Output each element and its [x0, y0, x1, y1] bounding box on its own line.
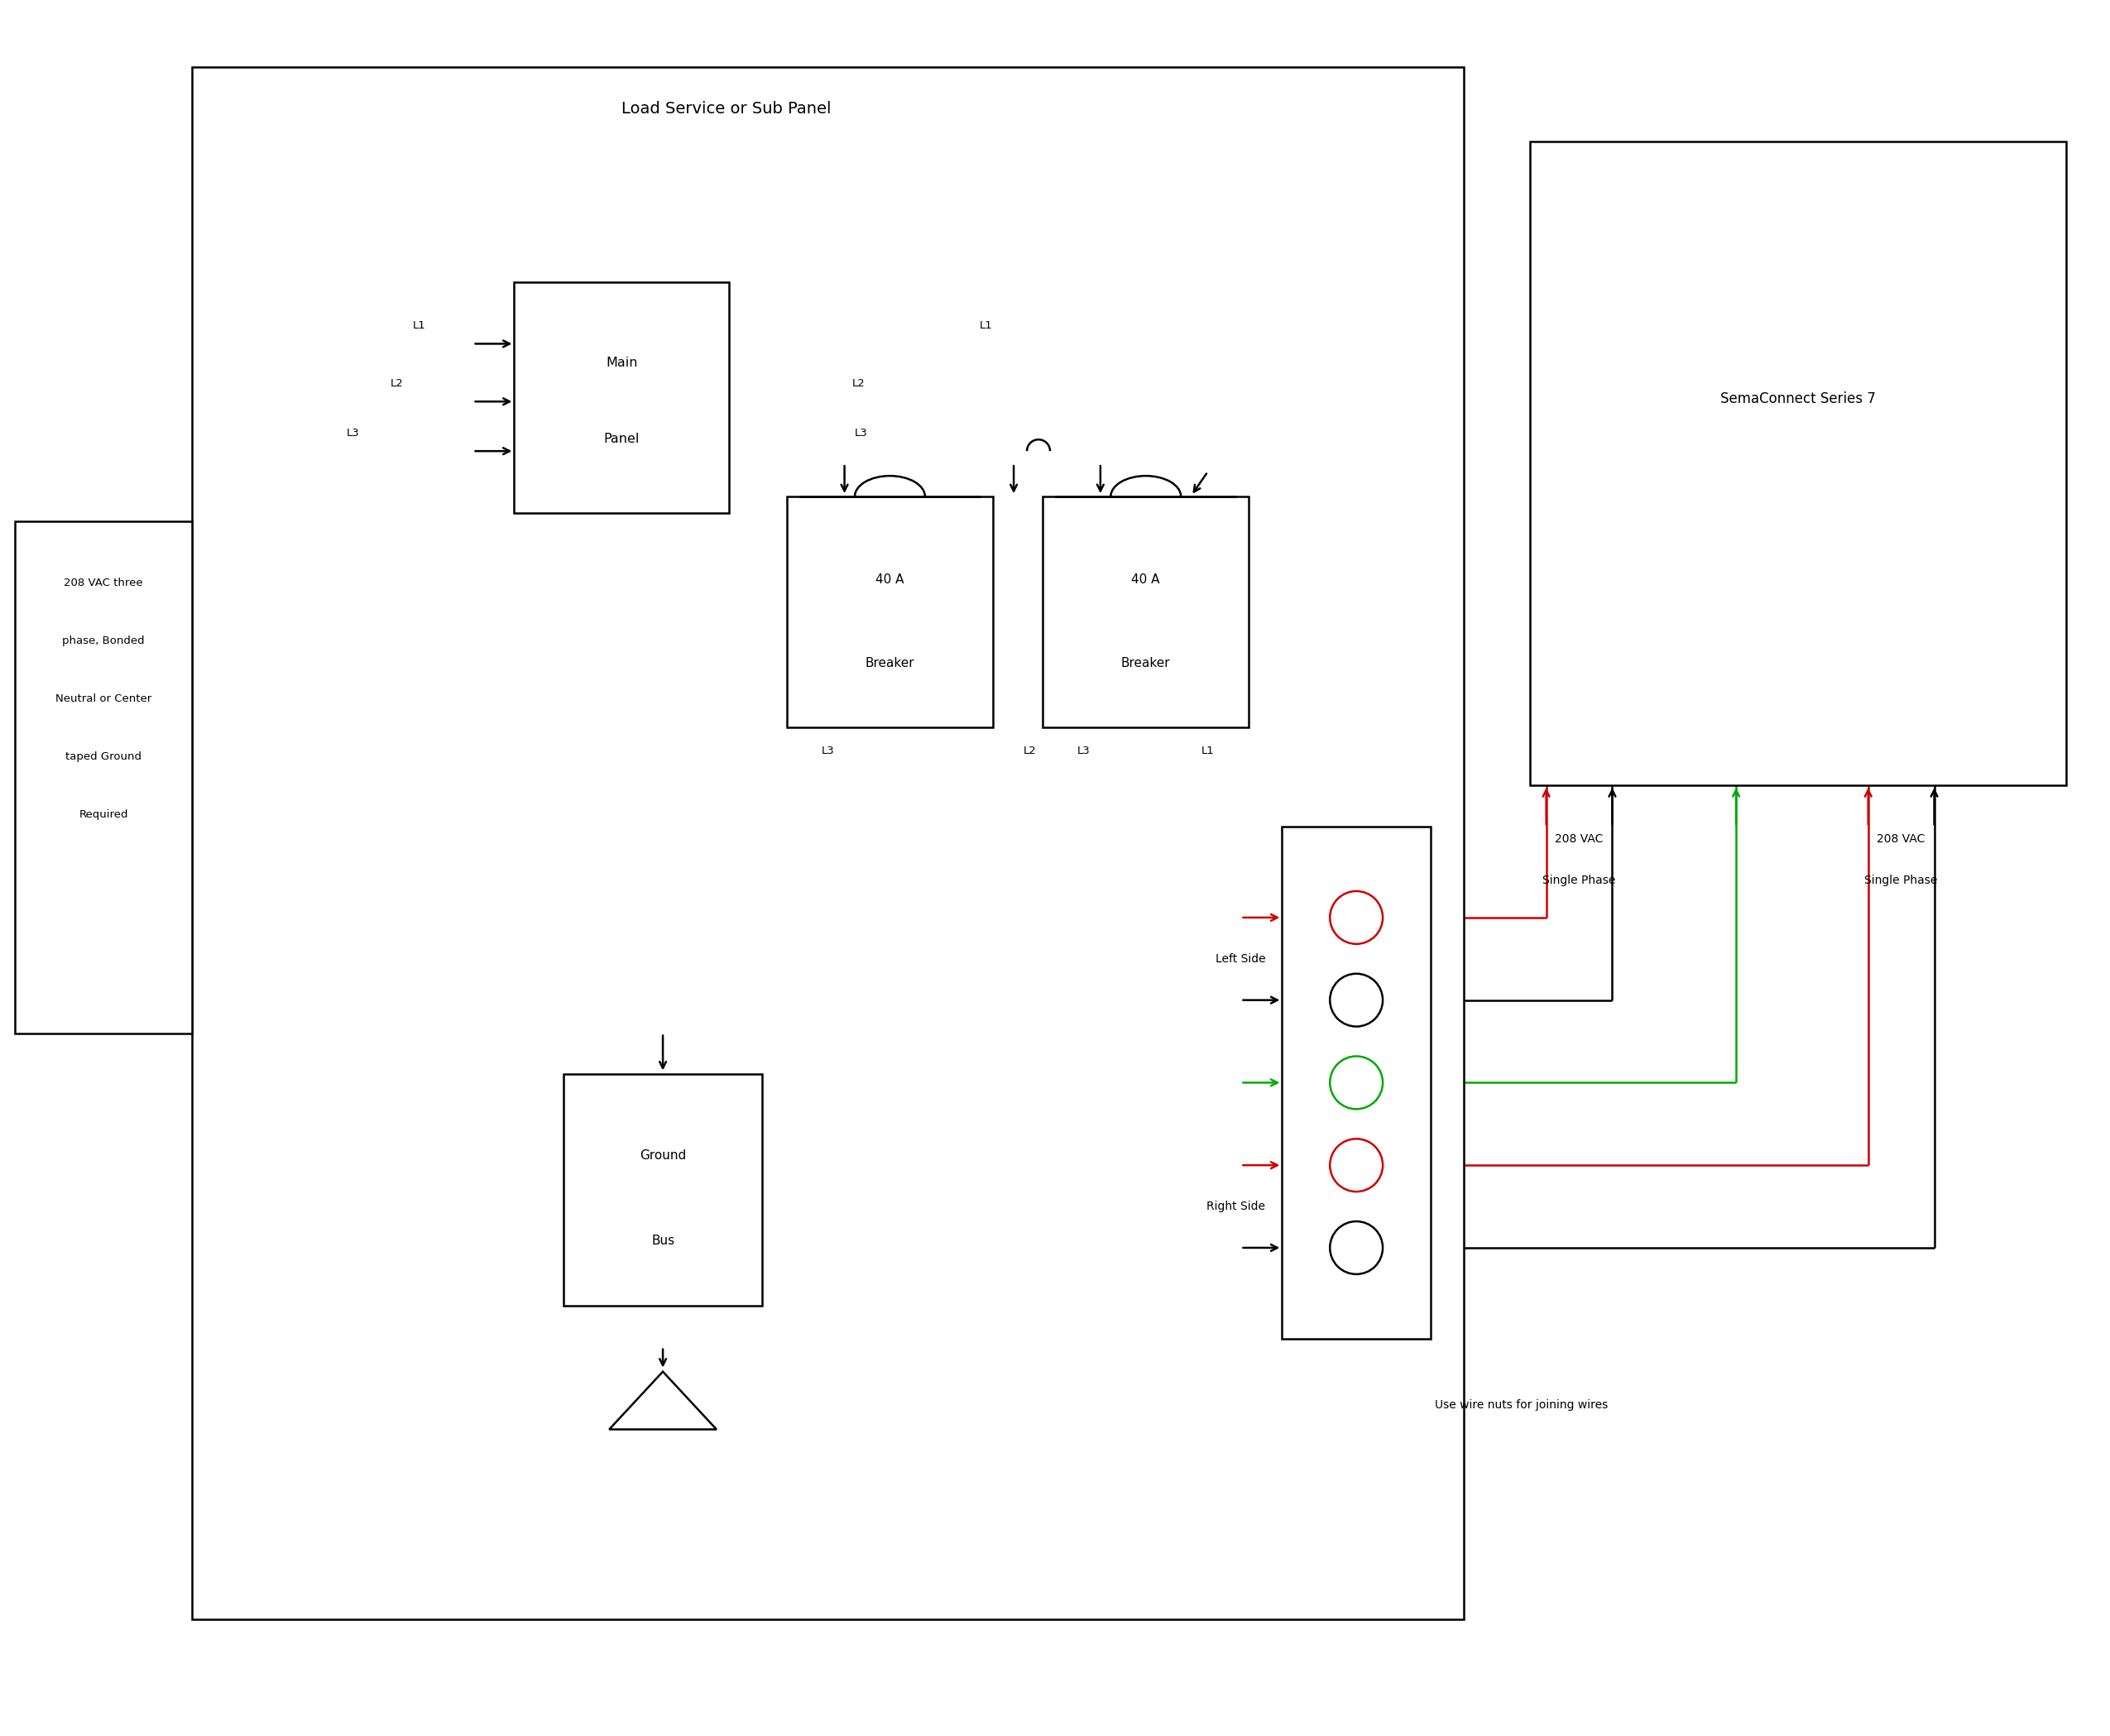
Text: Neutral or Center: Neutral or Center	[55, 693, 152, 705]
Text: Single Phase: Single Phase	[1865, 875, 1937, 885]
Text: phase, Bonded: phase, Bonded	[63, 635, 146, 646]
Bar	[1530, 142, 2066, 785]
Text: 40 A: 40 A	[876, 573, 905, 587]
Text: Panel: Panel	[603, 432, 639, 444]
Text: Left Side: Left Side	[1215, 953, 1266, 965]
Text: L2: L2	[390, 378, 403, 389]
Text: 208 VAC three: 208 VAC three	[63, 578, 143, 589]
Text: Ground: Ground	[639, 1149, 686, 1161]
Text: Main: Main	[606, 356, 637, 370]
Bar	[1042, 496, 1249, 727]
Text: L3: L3	[1078, 745, 1091, 757]
Text: L1: L1	[1201, 745, 1213, 757]
Bar	[787, 496, 994, 727]
Text: 40 A: 40 A	[1131, 573, 1160, 587]
Text: Breaker: Breaker	[865, 656, 914, 668]
Text: Right Side: Right Side	[1207, 1201, 1266, 1212]
Bar	[15, 521, 192, 1033]
Text: L3: L3	[346, 427, 361, 437]
Text: SemaConnect Series 7: SemaConnect Series 7	[1720, 392, 1876, 406]
Text: Load Service or Sub Panel: Load Service or Sub Panel	[620, 101, 831, 116]
Bar	[1283, 826, 1431, 1338]
Text: Breaker: Breaker	[1120, 656, 1171, 668]
Text: taped Ground: taped Ground	[65, 752, 141, 762]
Text: L3: L3	[855, 427, 867, 437]
Text: L2: L2	[1023, 745, 1036, 757]
Text: L1: L1	[414, 319, 426, 332]
Bar	[192, 68, 1464, 1620]
Text: 208 VAC: 208 VAC	[1878, 833, 1924, 845]
Text: L1: L1	[979, 319, 992, 332]
Text: Single Phase: Single Phase	[1542, 875, 1616, 885]
Bar	[515, 281, 728, 514]
Text: Bus: Bus	[652, 1234, 675, 1246]
Text: Use wire nuts for joining wires: Use wire nuts for joining wires	[1435, 1399, 1608, 1410]
Text: 208 VAC: 208 VAC	[1555, 833, 1604, 845]
Text: Required: Required	[78, 809, 129, 819]
Bar	[563, 1075, 762, 1305]
Text: L2: L2	[852, 378, 865, 389]
Text: L3: L3	[821, 745, 833, 757]
